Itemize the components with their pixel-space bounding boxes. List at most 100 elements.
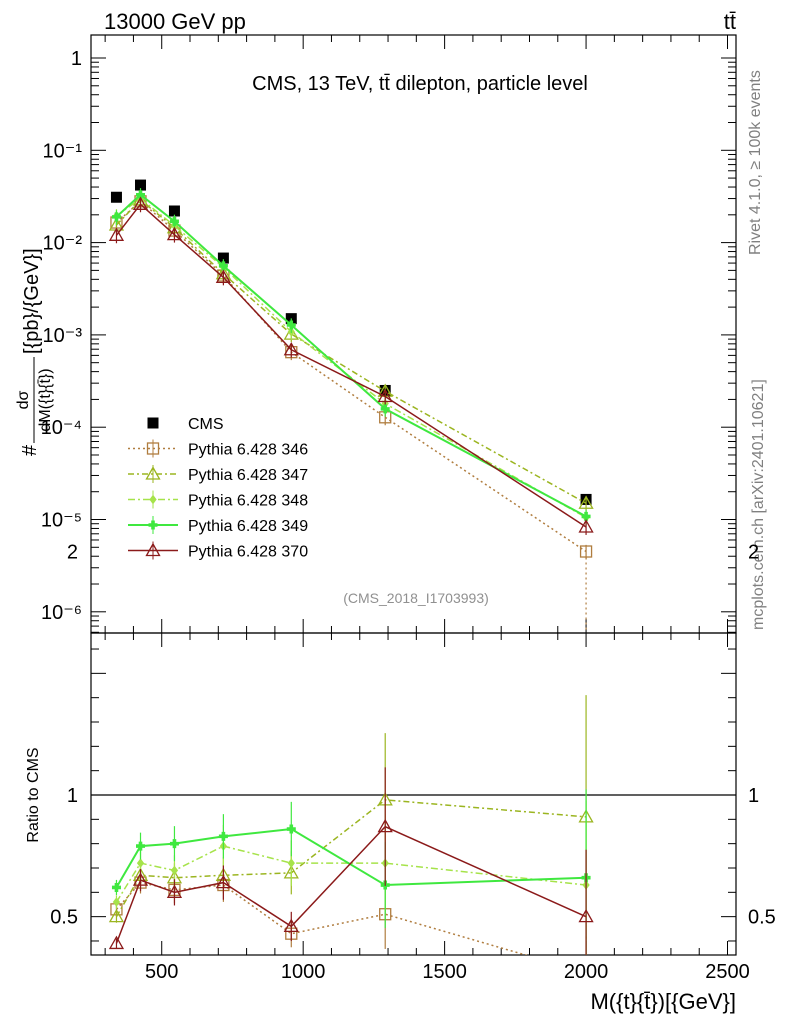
ratio-point-p349 <box>111 882 121 892</box>
ratio-point-p349 <box>136 841 146 851</box>
ratio-x-tick-label: 2500 <box>705 961 750 983</box>
ratio-y-tick-label: 2 <box>67 542 78 564</box>
legend-label: Pythia 6.428 346 <box>188 442 308 459</box>
data-point-p346 <box>579 545 593 558</box>
data-point-cms <box>110 191 122 203</box>
data-point-p349 <box>581 511 591 521</box>
ratio-series-p370 <box>108 767 594 955</box>
legend-entry-p370: Pythia 6.428 370 <box>128 541 308 561</box>
legend-label: Pythia 6.428 370 <box>188 544 308 561</box>
ratio-point-p348 <box>112 897 121 907</box>
ratio-point-p370 <box>108 935 125 950</box>
ratio-point-p347 <box>108 908 125 923</box>
main-y-tick-label: 10⁻¹ <box>43 140 83 162</box>
main-y-tick-label: 10⁻⁵ <box>41 510 82 532</box>
legend-label: Pythia 6.428 349 <box>188 518 308 535</box>
legend-entry-p347: Pythia 6.428 347 <box>128 465 308 484</box>
ylabel-denominator: dM({t}{t̄}) <box>37 368 54 431</box>
legend-marker-p348 <box>149 494 157 505</box>
legend: CMS Pythia 6.428 346 Pythia 6.428 347 Pythi… <box>128 416 308 561</box>
legend-entry-p349: Pythia 6.428 349 <box>128 516 308 535</box>
data-point-cms <box>168 205 180 217</box>
ylabel-prefix: # <box>19 444 41 456</box>
x-axis-label: M({t}{t̄})[{GeV}] <box>590 989 736 1014</box>
legend-marker-p349 <box>148 520 158 530</box>
legend-label: CMS <box>188 416 224 433</box>
header-right-title: tt̄ <box>724 9 736 34</box>
data-point-p349 <box>111 212 121 222</box>
main-y-tick-labels: 1 10⁻¹ 10⁻² 10⁻³ 10⁻⁴ 10⁻⁵ 10⁻⁶ <box>41 48 83 624</box>
data-point-p349 <box>136 190 146 200</box>
main-y-tick-label: 10⁻³ <box>43 325 83 347</box>
legend-marker-p346 <box>146 442 160 455</box>
ratio-y-tick-label: 0.5 <box>50 907 78 929</box>
chart-title: CMS, 13 TeV, tt̄ dilepton, particle leve… <box>252 73 588 95</box>
ratio-x-tick-labels: 500 1000 1500 2000 2500 <box>145 961 750 983</box>
legend-marker-cms <box>147 417 159 429</box>
legend-label: Pythia 6.428 348 <box>188 493 308 510</box>
ratio-panel: 0.5 0.5 1 1 2 2 500 1000 1500 2000 2500 Ratio to … <box>25 542 776 1014</box>
ratio-y-tick-labels: 0.5 0.5 1 1 2 2 <box>50 542 776 929</box>
ratio-y-tick-label-right: 1 <box>748 785 759 807</box>
ylabel-numerator: dσ <box>15 390 32 409</box>
legend-marker-p370 <box>145 542 161 557</box>
data-point-cms <box>135 179 147 191</box>
data-point-p349 <box>286 320 296 330</box>
data-point-p370 <box>166 226 183 241</box>
ratio-y-axis-label: Ratio to CMS <box>25 747 42 842</box>
mcplots-label: mcplots.cern.ch [arXiv:2401.10621] <box>750 379 767 630</box>
legend-marker-p347 <box>145 466 161 480</box>
ratio-x-tick-label: 500 <box>145 961 178 983</box>
ylabel-suffix: [{pb}/{GeV}] <box>21 248 43 354</box>
main-y-tick-label: 10⁻² <box>43 233 83 255</box>
ratio-point-p348 <box>287 858 295 868</box>
analysis-reference: (CMS_2018_I1703993) <box>343 590 489 606</box>
data-point-p349 <box>380 404 390 414</box>
data-point-p349 <box>169 216 179 226</box>
ratio-point-p348 <box>136 858 145 868</box>
ratio-y-tick-label: 1 <box>67 785 78 807</box>
main-axis-ticks <box>91 35 736 633</box>
ratio-axis-ticks <box>91 633 736 955</box>
ratio-x-tick-label: 2000 <box>564 961 609 983</box>
data-point-p370 <box>283 341 299 356</box>
ratio-point-p370 <box>166 884 183 898</box>
ratio-series-layer <box>91 695 736 955</box>
data-point-p370 <box>377 388 393 403</box>
data-point-p370 <box>132 196 149 210</box>
ratio-point-p349 <box>169 839 179 849</box>
main-y-tick-label: 10⁻⁴ <box>41 417 82 439</box>
data-point-p349 <box>218 261 228 271</box>
main-panel: 1 10⁻¹ 10⁻² 10⁻³ 10⁻⁴ 10⁻⁵ 10⁻⁶ CMS, 13 TeV, t… <box>15 34 737 634</box>
rivet-version-label: Rivet 4.1.0, ≥ 100k events <box>747 70 764 255</box>
legend-entry-p348: Pythia 6.428 348 <box>128 490 308 510</box>
data-point-p370 <box>108 227 125 241</box>
ratio-point-p349 <box>286 824 296 834</box>
main-series-layer <box>108 179 594 633</box>
legend-label: Pythia 6.428 347 <box>188 467 308 484</box>
ratio-point-p370 <box>377 818 393 833</box>
ratio-y-tick-label-right: 2 <box>748 542 759 564</box>
ratio-x-tick-label: 1000 <box>281 961 326 983</box>
ratio-point-p348 <box>170 865 179 876</box>
data-point-cms <box>217 252 229 264</box>
series-p370 <box>108 196 594 535</box>
data-point-p370 <box>578 519 594 533</box>
ratio-point-p349 <box>218 831 228 841</box>
ratio-point-p370 <box>215 874 232 889</box>
ratio-point-p370 <box>132 872 149 886</box>
main-y-axis-label: # dσ dM({t}{t̄}) [{pb}/{GeV}] <box>15 248 54 456</box>
main-y-tick-label: 10⁻⁶ <box>41 602 82 624</box>
main-y-tick-label: 1 <box>71 48 82 70</box>
ratio-x-tick-label: 1500 <box>422 961 467 983</box>
ratio-point-p370 <box>578 908 594 923</box>
header-left-title: 13000 GeV pp <box>104 9 246 34</box>
legend-entry-p346: Pythia 6.428 346 <box>128 439 308 459</box>
data-point-p347 <box>578 495 594 509</box>
ratio-panel-frame <box>90 632 737 956</box>
data-point-p370 <box>215 269 232 284</box>
legend-entry-cms: CMS <box>147 416 224 433</box>
ratio-point-p370 <box>283 918 299 933</box>
